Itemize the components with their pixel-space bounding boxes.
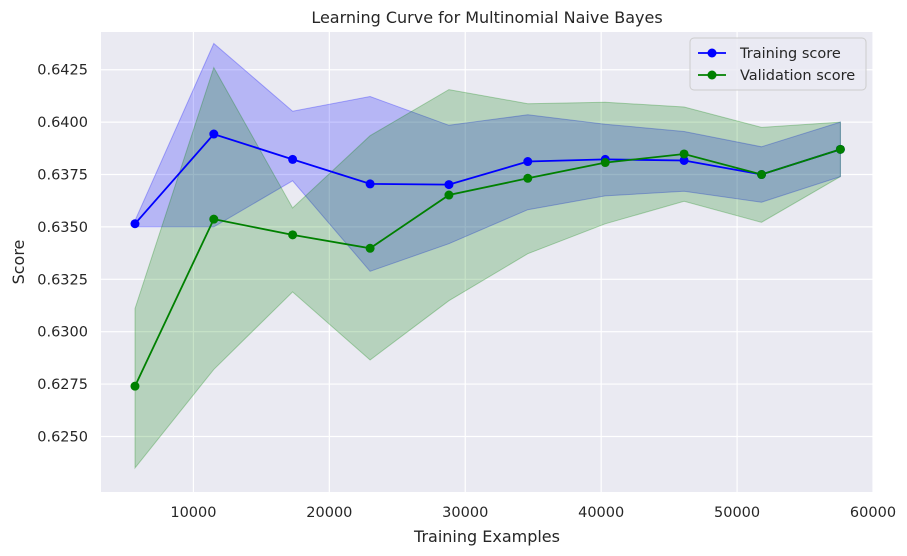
validation-score-point <box>209 214 219 224</box>
x-tick-label: 30000 <box>442 505 488 521</box>
x-tick-labels: 10000 20000 30000 40000 50000 60000 <box>170 505 896 521</box>
validation-score-point <box>365 243 375 253</box>
y-tick-labels: 0.6250 0.6275 0.6300 0.6325 0.6350 0.6375 0.64… <box>37 63 88 446</box>
y-tick-label: 0.6275 <box>37 377 88 393</box>
training-score-point <box>444 180 454 190</box>
gridlines <box>101 32 874 492</box>
validation-score-point <box>600 158 610 168</box>
training-score-point <box>209 129 219 139</box>
legend-training-marker <box>707 48 717 58</box>
validation-score-point <box>523 173 533 183</box>
legend-validation-label: Validation score <box>740 68 855 84</box>
series-lines <box>134 133 841 387</box>
validation-score-point <box>757 170 767 180</box>
y-tick-label: 0.6350 <box>37 220 88 236</box>
y-tick-label: 0.6375 <box>37 168 88 184</box>
x-tick-label: 60000 <box>850 505 896 521</box>
y-tick-label: 0.6400 <box>37 115 88 131</box>
training-score-point <box>523 157 533 167</box>
validation-score-point <box>444 190 454 200</box>
series-markers <box>130 129 845 391</box>
y-tick-label: 0.6325 <box>37 272 88 288</box>
validation-score-band <box>134 66 841 470</box>
y-axis-label: Score <box>9 240 28 285</box>
training-score-point <box>365 179 375 189</box>
training-score-point <box>679 155 689 165</box>
y-tick-label: 0.6425 <box>37 63 88 79</box>
y-tick-label: 0.6300 <box>37 325 88 341</box>
plot-background <box>101 32 873 492</box>
legend: Training score Validation score <box>689 37 867 91</box>
x-tick-label: 50000 <box>714 505 760 521</box>
chart-title: Learning Curve for Multinomial Naive Bay… <box>311 8 662 27</box>
training-score-band <box>134 42 841 272</box>
legend-validation-marker <box>707 70 717 80</box>
confidence-bands <box>134 42 841 470</box>
training-score-point <box>288 154 298 164</box>
x-tick-label: 20000 <box>306 505 352 521</box>
validation-score-point <box>130 381 140 391</box>
training-score-point <box>130 219 140 229</box>
legend-box <box>689 37 867 91</box>
validation-score-point <box>679 149 689 159</box>
y-tick-label: 0.6250 <box>37 429 88 445</box>
validation-score-point <box>835 144 845 154</box>
training-score-line <box>134 133 841 225</box>
legend-training-label: Training score <box>739 46 841 62</box>
validation-score-point <box>288 230 298 240</box>
x-axis-label: Training Examples <box>413 527 560 546</box>
x-tick-label: 40000 <box>578 505 624 521</box>
validation-score-line <box>134 148 841 387</box>
x-tick-label: 10000 <box>170 505 216 521</box>
